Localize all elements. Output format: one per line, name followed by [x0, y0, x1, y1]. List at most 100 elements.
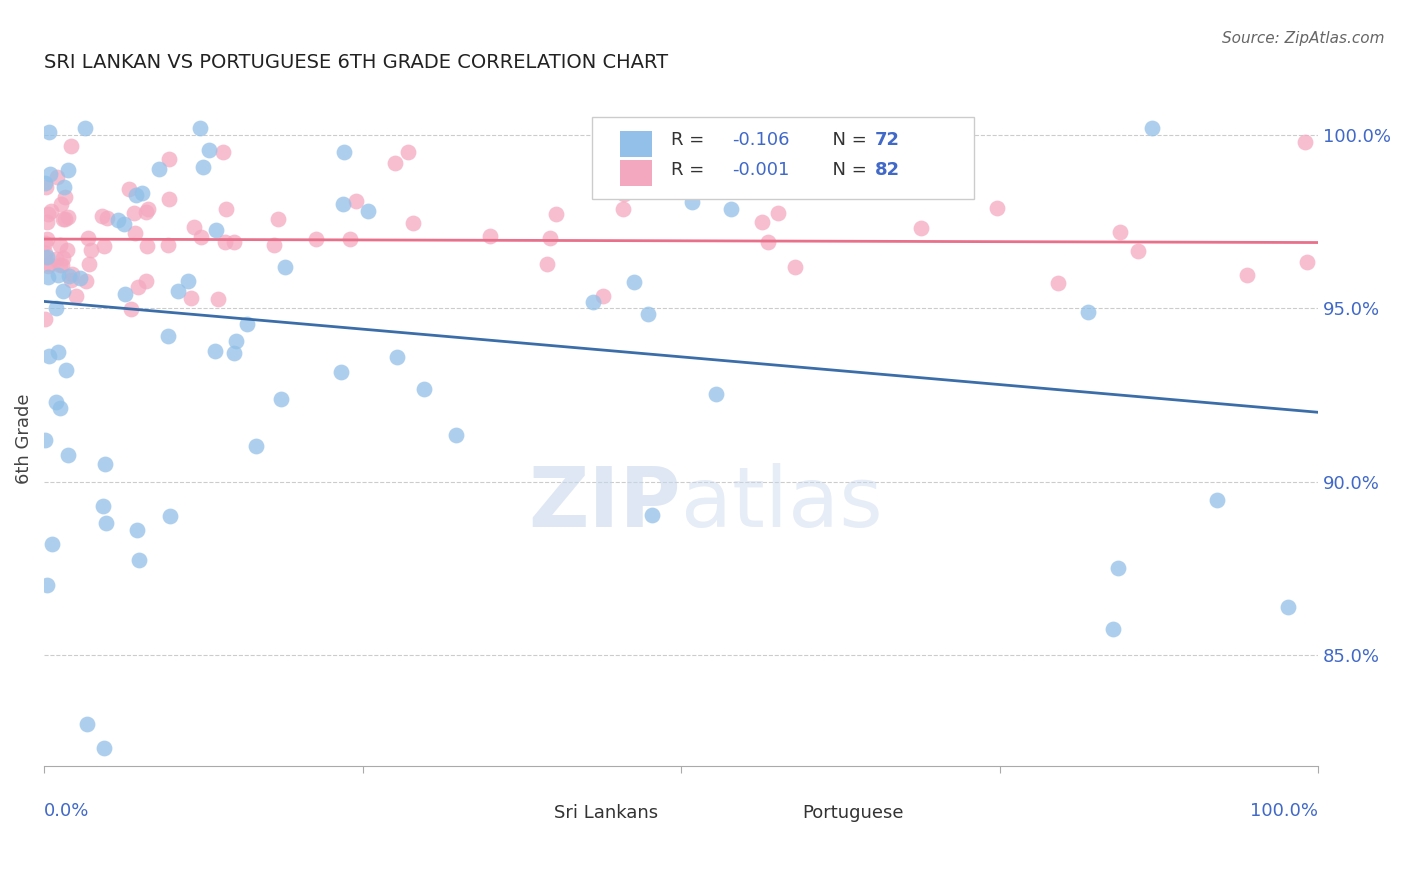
Point: [1102, 622, 1125, 636]
Point: [720, 202, 742, 216]
Point: [51, 197, 73, 211]
Point: [536, 257, 558, 271]
Point: [34, 235, 56, 250]
Point: [45, 252, 67, 267]
Text: 82: 82: [875, 161, 900, 179]
Point: [224, 235, 246, 250]
Point: [1109, 225, 1132, 239]
Point: [35, 232, 58, 246]
Text: N =: N =: [821, 161, 873, 179]
Point: [58, 210, 80, 224]
FancyBboxPatch shape: [496, 798, 534, 817]
Point: [592, 289, 614, 303]
Point: [58, 268, 80, 283]
Point: [112, 217, 135, 231]
Point: [637, 307, 659, 321]
Point: [96, 211, 118, 225]
Point: [1294, 135, 1316, 149]
Point: [37, 207, 59, 221]
Point: [56, 162, 79, 177]
Point: [76, 717, 98, 731]
Point: [39, 167, 62, 181]
Point: [783, 260, 806, 274]
Point: [156, 238, 179, 252]
Point: [117, 182, 139, 196]
Text: 100.0%: 100.0%: [1250, 802, 1319, 820]
Point: [479, 229, 502, 244]
Point: [357, 204, 380, 219]
Point: [332, 197, 354, 211]
Text: R =: R =: [671, 130, 710, 149]
Point: [94, 457, 117, 471]
Point: [39, 204, 62, 219]
Point: [623, 275, 645, 289]
Point: [157, 153, 180, 167]
Point: [333, 145, 356, 160]
Point: [1107, 561, 1129, 575]
Point: [344, 194, 367, 208]
Point: [188, 121, 211, 136]
Point: [38, 125, 60, 139]
Point: [34, 433, 56, 447]
Point: [768, 206, 790, 220]
Point: [1126, 244, 1149, 258]
Point: [124, 206, 146, 220]
Text: ZIP: ZIP: [529, 463, 681, 544]
Point: [401, 216, 423, 230]
Point: [53, 190, 76, 204]
Point: [127, 280, 149, 294]
Point: [49, 237, 72, 252]
Point: [35, 578, 58, 592]
Point: [53, 211, 76, 226]
Point: [45, 395, 67, 409]
Point: [157, 192, 180, 206]
Point: [37, 260, 59, 274]
Point: [124, 226, 146, 240]
FancyBboxPatch shape: [620, 160, 652, 186]
Point: [135, 204, 157, 219]
Point: [91, 209, 114, 223]
Point: [94, 516, 117, 530]
Point: [80, 243, 103, 257]
Point: [159, 509, 181, 524]
Point: [396, 145, 419, 160]
Text: 72: 72: [875, 130, 900, 149]
Text: N =: N =: [821, 130, 873, 149]
Point: [212, 145, 235, 160]
Point: [107, 213, 129, 227]
Point: [546, 207, 568, 221]
Point: [207, 292, 229, 306]
Point: [214, 202, 236, 216]
Point: [263, 237, 285, 252]
Point: [52, 251, 75, 265]
Point: [329, 365, 352, 379]
Point: [1236, 268, 1258, 282]
Point: [73, 121, 96, 136]
Point: [183, 219, 205, 234]
Point: [1206, 493, 1229, 508]
Point: [48, 258, 70, 272]
Point: [52, 180, 75, 194]
Point: [794, 121, 817, 136]
Point: [205, 223, 228, 237]
Point: [339, 232, 361, 246]
Point: [34, 176, 56, 190]
Point: [633, 138, 655, 153]
Point: [613, 187, 636, 202]
Point: [56, 448, 79, 462]
Point: [266, 212, 288, 227]
Point: [444, 428, 467, 442]
Point: [128, 553, 150, 567]
Point: [1077, 305, 1099, 319]
Point: [34, 311, 56, 326]
Point: [157, 329, 180, 343]
Text: -0.001: -0.001: [733, 161, 789, 179]
Point: [35, 215, 58, 229]
Point: [582, 295, 605, 310]
Point: [35, 180, 58, 194]
Point: [270, 392, 292, 406]
Point: [1140, 121, 1163, 136]
Point: [69, 271, 91, 285]
Point: [222, 345, 245, 359]
Text: atlas: atlas: [681, 463, 883, 544]
